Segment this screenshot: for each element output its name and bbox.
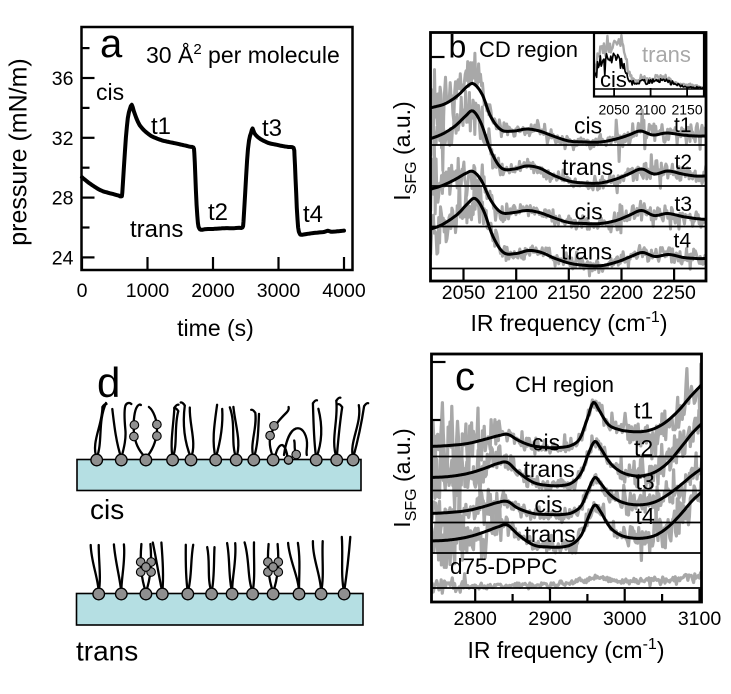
svg-text:cis: cis <box>535 492 563 518</box>
svg-text:cis: cis <box>575 199 603 225</box>
svg-text:2150: 2150 <box>671 102 702 118</box>
svg-text:b: b <box>449 29 467 65</box>
svg-text:d75-DPPC: d75-DPPC <box>450 554 558 579</box>
svg-text:t4: t4 <box>636 503 655 529</box>
svg-text:trans: trans <box>642 42 691 67</box>
svg-text:t3: t3 <box>636 469 655 495</box>
svg-text:IR frequency (cm-1): IR frequency (cm-1) <box>467 636 664 663</box>
svg-text:t2: t2 <box>675 151 693 174</box>
svg-text:t3: t3 <box>262 115 282 142</box>
svg-text:2900: 2900 <box>528 608 572 630</box>
svg-text:2200: 2200 <box>600 282 644 304</box>
svg-text:4000: 4000 <box>322 280 366 302</box>
svg-text:cis: cis <box>90 494 124 525</box>
svg-text:t1: t1 <box>634 398 653 424</box>
svg-text:1000: 1000 <box>126 280 170 302</box>
svg-text:24: 24 <box>52 247 74 269</box>
svg-text:2050: 2050 <box>599 102 630 118</box>
svg-text:3000: 3000 <box>603 608 647 630</box>
svg-text:t1: t1 <box>151 113 171 140</box>
svg-text:pressure (mN/m): pressure (mN/m) <box>5 58 33 246</box>
svg-text:32: 32 <box>52 128 74 150</box>
svg-text:cis: cis <box>96 79 124 105</box>
svg-text:36: 36 <box>52 68 74 90</box>
svg-text:IR frequency (cm-1): IR frequency (cm-1) <box>470 309 667 336</box>
svg-text:d: d <box>97 359 120 406</box>
svg-text:t1: t1 <box>674 114 692 137</box>
svg-text:cis: cis <box>532 430 560 456</box>
svg-text:0: 0 <box>77 280 88 302</box>
svg-text:trans: trans <box>76 636 138 667</box>
svg-text:3000: 3000 <box>257 280 301 302</box>
svg-text:t4: t4 <box>303 201 323 228</box>
svg-text:c: c <box>455 355 475 399</box>
svg-text:28: 28 <box>52 188 74 210</box>
svg-text:trans: trans <box>562 154 613 180</box>
svg-text:cis: cis <box>574 113 602 139</box>
svg-text:CD region: CD region <box>479 37 578 62</box>
svg-text:CH region: CH region <box>515 372 614 397</box>
svg-text:time (s): time (s) <box>177 315 254 341</box>
svg-text:2000: 2000 <box>191 280 235 302</box>
svg-text:t4: t4 <box>674 230 692 253</box>
svg-text:30 Å2 per molecule: 30 Å2 per molecule <box>146 41 340 68</box>
svg-text:ISFG (a.u.): ISFG (a.u.) <box>389 101 420 200</box>
svg-text:trans: trans <box>561 239 612 265</box>
svg-text:a: a <box>100 22 123 66</box>
svg-text:2050: 2050 <box>442 282 486 304</box>
svg-text:2250: 2250 <box>652 282 696 304</box>
svg-text:2150: 2150 <box>547 282 591 304</box>
svg-text:2100: 2100 <box>494 282 538 304</box>
svg-text:t2: t2 <box>634 435 653 461</box>
svg-text:2100: 2100 <box>635 102 666 118</box>
svg-text:cis: cis <box>600 67 627 92</box>
svg-text:t3: t3 <box>675 193 693 216</box>
svg-text:2800: 2800 <box>454 608 498 630</box>
svg-text:trans: trans <box>524 456 575 482</box>
svg-text:trans: trans <box>130 216 183 243</box>
svg-text:3100: 3100 <box>678 608 722 630</box>
svg-text:t2: t2 <box>208 199 228 226</box>
svg-text:ISFG (a.u.): ISFG (a.u.) <box>389 428 420 527</box>
svg-text:trans: trans <box>525 521 576 547</box>
